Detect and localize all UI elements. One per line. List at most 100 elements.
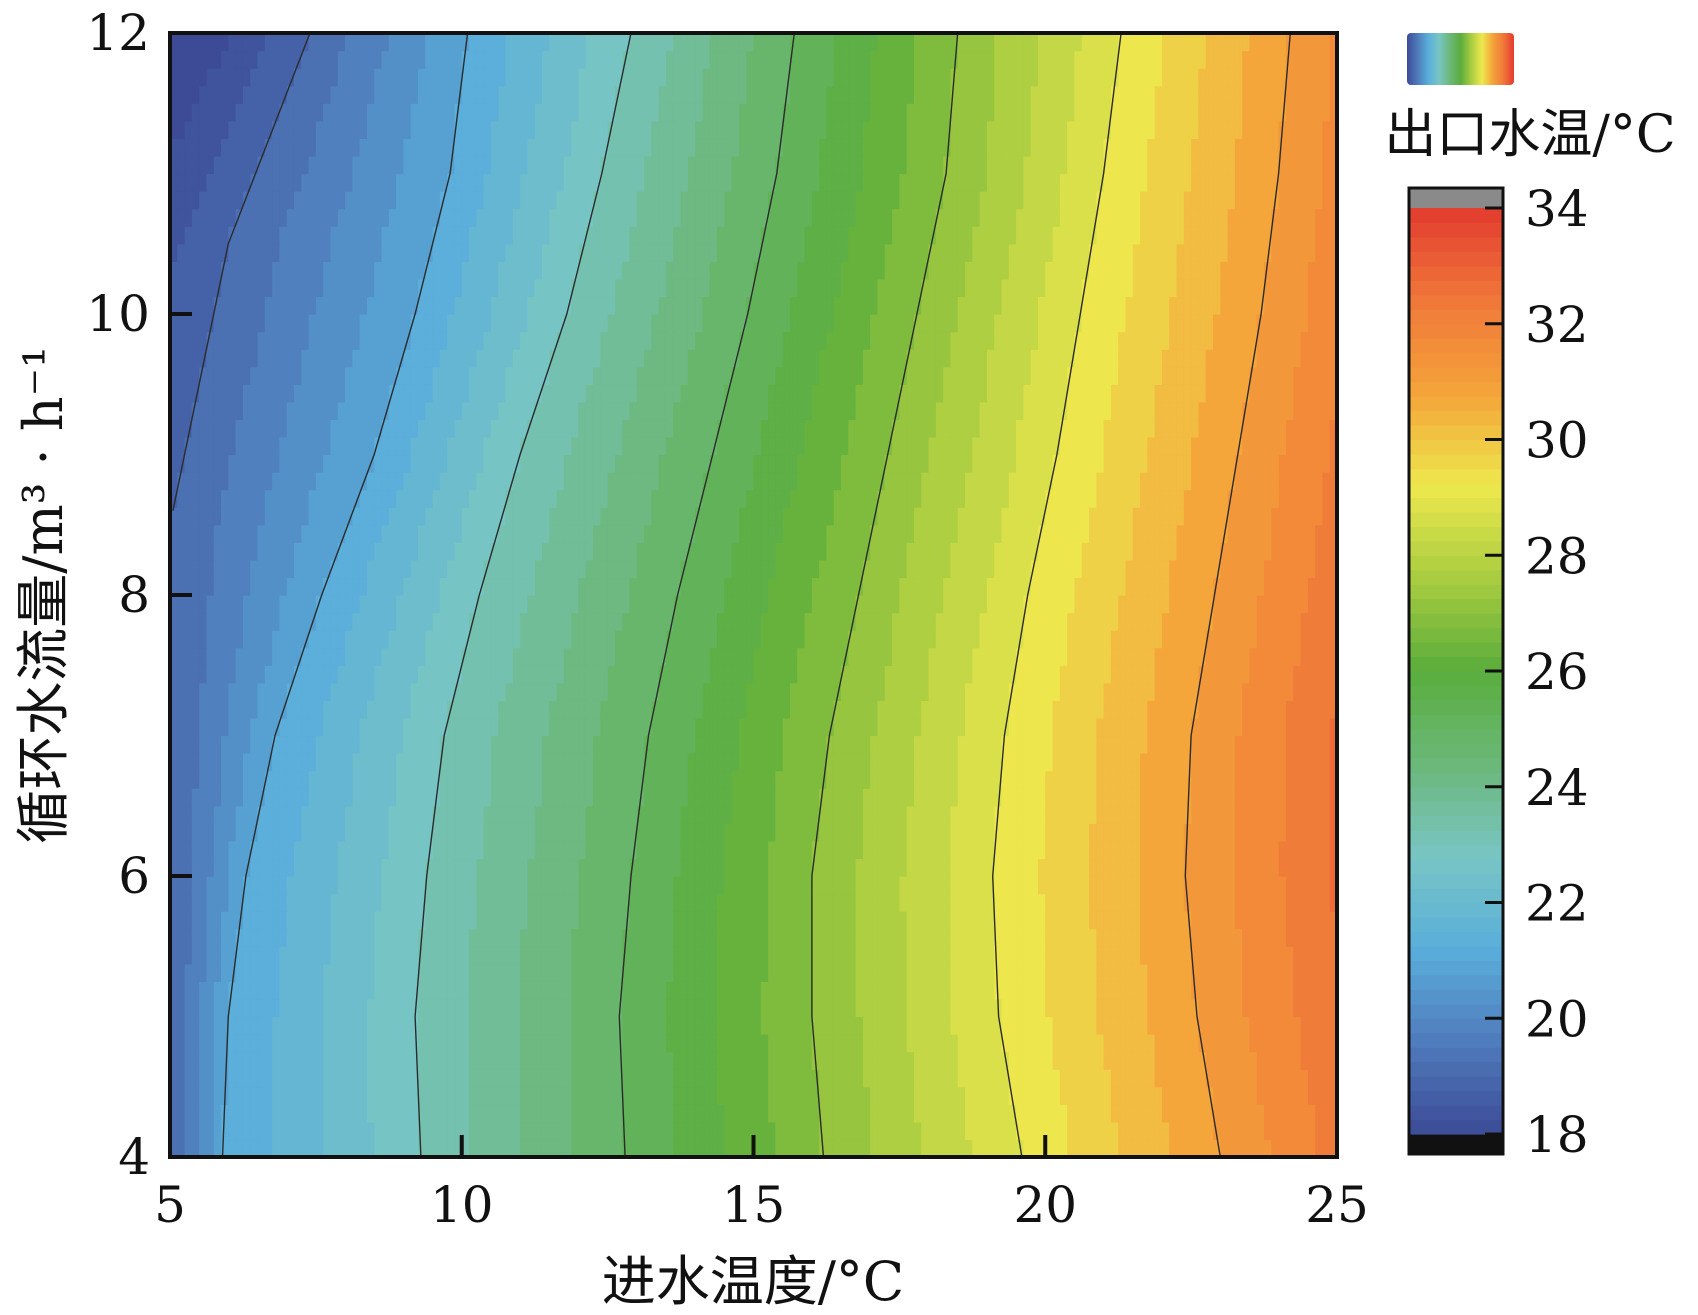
contour-cell: [199, 823, 208, 842]
contour-cell: [1315, 1104, 1324, 1123]
contour-cell: [1125, 928, 1134, 947]
contour-cell: [892, 665, 900, 684]
contour-cell: [359, 1034, 368, 1053]
contour-cell: [614, 981, 623, 1000]
contour-cell: [520, 946, 528, 965]
contour-cell: [571, 753, 580, 772]
contour-cell: [366, 1069, 375, 1088]
contour-cell: [1329, 893, 1337, 912]
contour-cell: [417, 1104, 426, 1123]
contour-cell: [1016, 1034, 1024, 1053]
contour-cell: [1067, 735, 1076, 754]
contour-cell: [439, 928, 448, 947]
contour-cell: [731, 946, 740, 965]
contour-cell: [607, 1069, 616, 1088]
contour-cell: [680, 946, 689, 965]
contour-cell: [279, 612, 288, 631]
contour-cell: [1016, 805, 1024, 824]
contour-cell: [753, 998, 762, 1018]
contour-cell: [257, 700, 266, 719]
contour-cell: [753, 1051, 762, 1070]
contour-cell: [913, 682, 922, 701]
contour-cell: [928, 770, 937, 789]
contour-cell: [221, 612, 229, 631]
contour-cell: [374, 911, 383, 930]
contour-cell: [483, 840, 492, 860]
contour-cell: [323, 911, 332, 930]
contour-cell: [614, 876, 623, 895]
contour-cell: [1249, 840, 1258, 860]
contour-cell: [1256, 928, 1265, 947]
contour-cell: [717, 911, 725, 930]
contour-cell: [1300, 682, 1309, 701]
contour-cell: [490, 612, 499, 631]
contour-cell: [658, 805, 667, 824]
contour-cell: [1220, 893, 1229, 912]
contour-cell: [512, 1139, 521, 1157]
contour-cell: [337, 805, 346, 824]
contour-cell: [892, 1034, 900, 1053]
contour-cell: [957, 682, 966, 701]
contour-cell: [1037, 840, 1046, 860]
contour-cell: [213, 981, 222, 1000]
contour-cell: [257, 665, 266, 684]
contour-cell: [293, 1121, 302, 1141]
contour-cell: [957, 1069, 966, 1088]
contour-cell: [804, 981, 813, 1000]
contour-cell: [469, 858, 477, 877]
contour-cell: [476, 823, 485, 842]
contour-cell: [1037, 876, 1046, 895]
contour-cell: [811, 876, 820, 895]
contour-cell: [1307, 1051, 1316, 1070]
contour-cell: [1154, 612, 1163, 631]
contour-cell: [979, 612, 988, 631]
contour-cell: [855, 858, 864, 877]
contour-cell: [505, 911, 514, 930]
contour-cell: [352, 963, 361, 982]
contour-cell: [906, 1069, 915, 1088]
contour-cell: [170, 1104, 178, 1123]
contour-cell: [1045, 612, 1054, 631]
contour-cell: [1307, 788, 1316, 807]
contour-cell: [928, 946, 937, 965]
contour-cell: [330, 858, 339, 877]
contour-cell: [1008, 963, 1017, 982]
contour-cell: [1307, 717, 1316, 737]
contour-cell: [600, 1139, 609, 1157]
contour-cell: [848, 612, 857, 631]
contour-cell: [184, 840, 193, 860]
contour-cell: [257, 858, 266, 877]
contour-cell: [673, 981, 682, 1000]
contour-cell: [746, 682, 755, 701]
contour-cell: [986, 876, 995, 895]
contour-cell: [432, 823, 441, 842]
contour-cell: [607, 1139, 616, 1157]
contour-cell: [1249, 647, 1258, 666]
contour-cell: [717, 893, 725, 912]
contour-cell: [1161, 647, 1170, 666]
contour-cell: [855, 735, 864, 754]
contour-cell: [1045, 928, 1054, 947]
contour-cell: [264, 1034, 273, 1053]
contour-cell: [476, 1016, 485, 1035]
contour-cell: [1271, 735, 1280, 754]
contour-cell: [1125, 1034, 1134, 1053]
contour-cell: [1067, 963, 1076, 982]
contour-cell: [1220, 735, 1229, 754]
contour-cell: [1110, 998, 1119, 1018]
contour-cell: [826, 1016, 835, 1035]
contour-cell: [986, 717, 995, 737]
contour-cell: [906, 876, 915, 895]
contour-cell: [213, 1069, 222, 1088]
contour-cell: [410, 981, 419, 1000]
contour-cell: [1140, 1086, 1148, 1105]
contour-cell: [301, 1016, 310, 1035]
contour-cell: [396, 805, 404, 824]
contour-cell: [279, 858, 288, 877]
contour-cell: [702, 717, 711, 737]
contour-cell: [1132, 788, 1141, 807]
contour-cell: [549, 928, 558, 947]
contour-cell: [520, 1034, 528, 1053]
contour-cell: [906, 946, 915, 965]
contour-cell: [556, 805, 565, 824]
